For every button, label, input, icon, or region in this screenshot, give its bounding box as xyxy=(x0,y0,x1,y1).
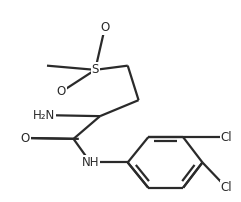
Text: O: O xyxy=(57,85,66,98)
Text: Cl: Cl xyxy=(221,181,232,194)
Text: Cl: Cl xyxy=(221,131,232,144)
Text: S: S xyxy=(92,63,99,76)
Text: O: O xyxy=(100,21,109,34)
Text: O: O xyxy=(21,132,30,145)
Text: NH: NH xyxy=(82,156,99,169)
Text: H₂N: H₂N xyxy=(33,109,55,122)
